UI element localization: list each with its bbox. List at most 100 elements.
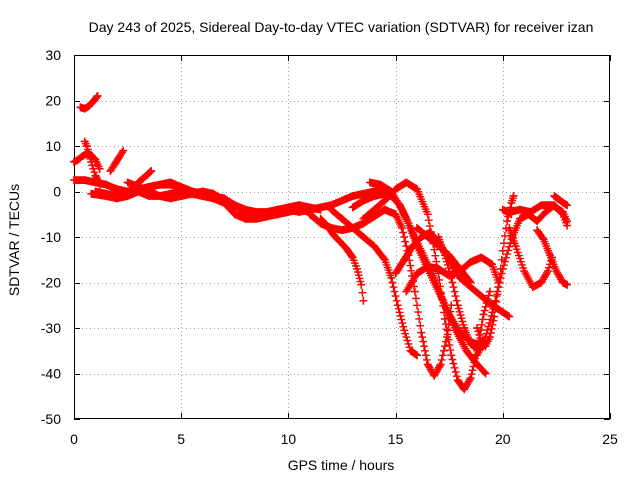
- data-point: [494, 283, 503, 291]
- data-point: [548, 201, 556, 210]
- data-point: [338, 214, 346, 223]
- data-point: [198, 187, 207, 196]
- data-point: [387, 187, 396, 196]
- data-point: [423, 360, 432, 369]
- data-point: [91, 187, 100, 196]
- data-point: [89, 164, 98, 173]
- data-point: [102, 180, 111, 189]
- data-point: [550, 192, 559, 200]
- data-point: [511, 242, 520, 250]
- data-point: [342, 244, 351, 253]
- data-point: [85, 148, 93, 157]
- data-point: [89, 97, 98, 106]
- y-tick-label: 0: [53, 184, 61, 200]
- data-point: [145, 187, 153, 196]
- series-arc-21: [473, 192, 518, 351]
- data-point: [398, 224, 406, 232]
- data-point: [417, 328, 426, 337]
- data-point: [155, 180, 164, 189]
- y-tick-label: 20: [45, 93, 61, 109]
- chart-title: Day 243 of 2025, Sidereal Day-to-day VTE…: [89, 19, 594, 35]
- data-point: [423, 262, 432, 271]
- data-point: [453, 376, 462, 385]
- data-point: [357, 280, 366, 289]
- data-point: [413, 185, 421, 194]
- data-point: [177, 192, 186, 200]
- data-point: [106, 167, 115, 175]
- series-arc-08: [91, 187, 314, 223]
- data-point: [74, 155, 83, 164]
- data-point: [147, 167, 156, 175]
- data-point: [554, 195, 563, 204]
- data-point: [558, 208, 567, 216]
- y-tick-labels: -50 -40 -30 -20 -10 0 10 20 30: [41, 47, 61, 427]
- data-point: [473, 360, 481, 369]
- data-point: [434, 265, 443, 273]
- data-point: [370, 192, 379, 200]
- data-point: [220, 196, 228, 205]
- data-point: [241, 214, 250, 223]
- data-point: [338, 226, 346, 235]
- series-arc-23: [533, 226, 571, 289]
- data-point: [263, 212, 271, 221]
- y-tick-label: -10: [41, 229, 61, 245]
- data-point: [526, 208, 535, 216]
- data-point: [166, 194, 175, 203]
- data-point: [188, 189, 196, 198]
- y-axis-label: SDTVAR / TECUs: [6, 184, 22, 296]
- data-point: [134, 183, 143, 191]
- data-point: [520, 267, 529, 275]
- data-point: [563, 217, 571, 225]
- x-tick-label: 0: [70, 431, 78, 447]
- x-tick-label: 25: [602, 431, 618, 447]
- x-tick-labels: 0 5 10 15 20 25: [70, 431, 618, 447]
- data-point: [327, 224, 336, 232]
- data-point: [155, 192, 164, 200]
- data-point: [477, 337, 486, 346]
- data-point: [327, 205, 336, 214]
- data-point: [406, 346, 415, 355]
- data-point: [441, 301, 449, 310]
- x-tick-label: 15: [388, 431, 404, 447]
- data-point: [456, 265, 464, 273]
- data-point: [305, 210, 314, 219]
- data-point: [209, 189, 218, 198]
- data-point: [477, 292, 486, 300]
- series-arc-12: [327, 205, 421, 360]
- data-point: [505, 224, 514, 232]
- x-tick-label: 10: [281, 431, 297, 447]
- data-point: [537, 278, 546, 287]
- data-point: [91, 178, 100, 187]
- data-point: [93, 92, 102, 100]
- data-point: [411, 287, 419, 296]
- data-point: [507, 210, 516, 219]
- data-point: [466, 374, 475, 382]
- data-point: [533, 217, 541, 225]
- data-point: [498, 308, 507, 316]
- data-point: [381, 189, 389, 198]
- data-point: [413, 269, 421, 278]
- data-point: [419, 251, 428, 260]
- grid-lines: [74, 55, 610, 419]
- data-point: [546, 251, 554, 260]
- y-tick-label: 30: [45, 47, 61, 63]
- data-point: [400, 255, 409, 264]
- data-point: [381, 196, 389, 205]
- data-point: [359, 233, 368, 241]
- data-point: [563, 280, 571, 289]
- series-arc-20: [473, 201, 571, 360]
- data-point: [486, 333, 494, 341]
- data-point: [541, 208, 550, 216]
- data-point: [552, 267, 561, 275]
- x-tick-label: 20: [495, 431, 511, 447]
- data-point: [252, 214, 261, 223]
- data-point: [413, 224, 421, 232]
- data-point: [295, 205, 303, 214]
- data-point: [498, 205, 507, 214]
- data-point: [503, 217, 511, 225]
- data-point: [430, 371, 439, 380]
- data-point: [505, 312, 514, 321]
- data-point: [413, 351, 421, 360]
- data-point: [391, 269, 400, 278]
- data-point: [451, 326, 460, 335]
